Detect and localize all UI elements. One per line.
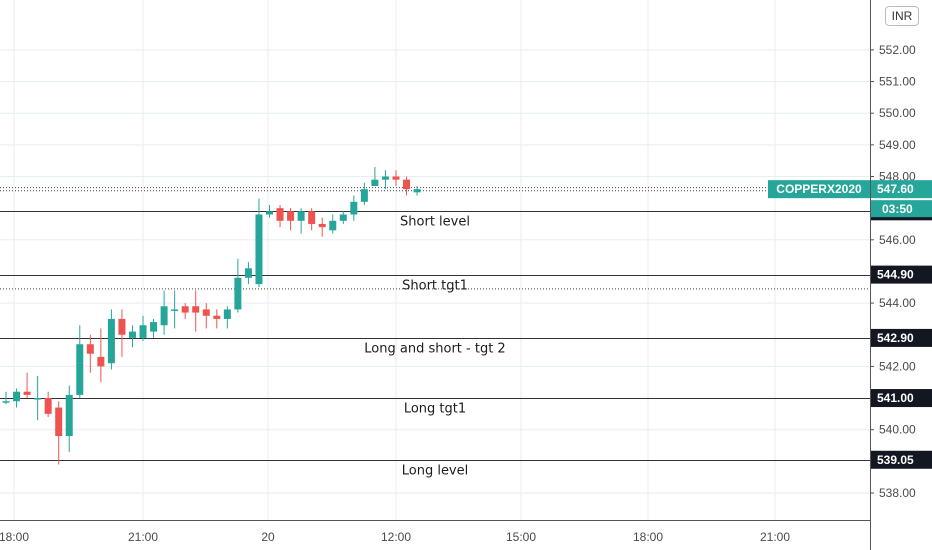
candle-body [318, 223, 326, 228]
symbol-label-text: COPPERX2020 [776, 182, 862, 196]
y-tick-label: 549.00 [879, 138, 916, 152]
x-tick-label: 18:00 [0, 530, 29, 544]
candle-body [360, 189, 368, 202]
candle-body [44, 398, 52, 414]
candle-body [55, 407, 63, 437]
candle-body [23, 391, 31, 395]
candle-body [213, 315, 221, 319]
candle-body [266, 211, 273, 215]
candle-body [13, 391, 21, 402]
candle-body [287, 211, 295, 221]
y-tick-label: 544.00 [879, 296, 916, 310]
candle-body [171, 309, 179, 311]
currency-button[interactable]: INR [885, 6, 919, 26]
y-tick-label: 538.00 [879, 486, 916, 500]
candle-body [308, 211, 316, 224]
level-price-tag [871, 389, 932, 408]
y-tick-label: 552.00 [879, 43, 916, 57]
candle-body [118, 318, 126, 335]
grid-lines [0, 0, 870, 520]
candle-body [371, 179, 379, 186]
level-price-tag-text: 539.05 [877, 453, 914, 467]
candle-body [403, 179, 411, 190]
level-price-tag [871, 265, 932, 284]
candle-body [255, 214, 263, 285]
y-tick-label: 546.00 [879, 233, 916, 247]
candle-body [86, 344, 94, 354]
level-price-tag-text: 544.90 [877, 268, 914, 282]
level-label: Short level [400, 215, 470, 230]
candle-body [34, 398, 42, 400]
candle-body [223, 309, 231, 319]
countdown-text: 03:50 [882, 202, 913, 216]
price-tags: 546.90544.90542.90541.00539.05COPPERX202… [768, 180, 932, 469]
level-label: Long and short - tgt 2 [364, 342, 505, 357]
candle-body [107, 318, 115, 364]
level-label: Long tgt1 [404, 402, 466, 417]
candle-body [97, 356, 105, 367]
candle-body [202, 309, 210, 316]
candle-body [128, 331, 136, 338]
candle-body [2, 401, 10, 403]
y-tick-label: 540.00 [879, 423, 916, 437]
candle-body [160, 306, 168, 326]
candle-body [350, 201, 358, 215]
horizontal-levels: Short level Short tgt1 Long and short - tg… [0, 187, 870, 479]
candle-body [192, 306, 200, 313]
y-tick-label: 551.00 [879, 75, 916, 89]
level-label: Long level [402, 464, 469, 479]
y-tick-label: 548.00 [879, 170, 916, 184]
level-price-tag [871, 328, 932, 347]
level-price-tag-text: 542.90 [877, 331, 914, 345]
candle-body [276, 208, 284, 221]
candle-body [329, 220, 337, 231]
symbol-label-tag [768, 180, 870, 199]
x-tick-label: 18:00 [633, 530, 663, 544]
y-tick-label: 550.00 [879, 106, 916, 120]
x-tick-label: 15:00 [506, 530, 536, 544]
candle-body [234, 277, 242, 310]
x-tick-label: 12:00 [381, 530, 411, 544]
candle-body [244, 268, 252, 278]
candle-body [392, 176, 400, 180]
candle-body [139, 325, 147, 338]
x-tick-label: 21:00 [128, 530, 158, 544]
candle-body [76, 344, 84, 395]
last-price-tag [871, 180, 932, 199]
last-price-text: 547.60 [877, 182, 914, 196]
x-tick-label: 20 [261, 530, 275, 544]
level-price-tag [871, 450, 932, 469]
candle-body [381, 176, 389, 180]
candles [2, 167, 421, 465]
candle-body [297, 211, 305, 221]
level-price-tag-text: 541.00 [877, 391, 914, 405]
level-label: Short tgt1 [402, 279, 468, 294]
y-tick-label: 542.00 [879, 359, 916, 373]
x-tick-label: 21:00 [760, 530, 790, 544]
candle-body [65, 394, 73, 437]
candle-body [413, 189, 421, 193]
candle-body [339, 214, 347, 221]
candle-body [181, 306, 189, 313]
countdown-tag [871, 200, 932, 218]
candle-body [150, 322, 158, 332]
